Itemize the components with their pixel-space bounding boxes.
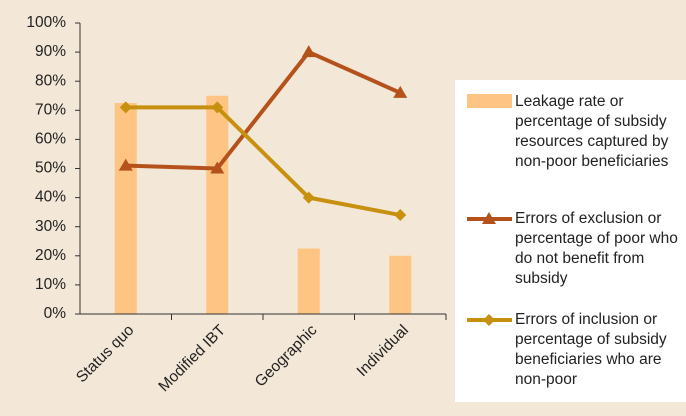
swatch-marker <box>482 212 496 224</box>
triangle-marker <box>301 45 316 58</box>
y-tick-label: 20% <box>35 247 66 264</box>
y-tick-label: 80% <box>35 72 66 89</box>
triangle-marker <box>393 85 408 98</box>
bar <box>389 255 412 314</box>
line <box>125 49 402 171</box>
y-tick-label: 0% <box>44 305 67 322</box>
legend-label: Errors of exclusion or percentage of poo… <box>515 210 678 287</box>
legend-swatch <box>467 94 512 108</box>
legend-swatch <box>467 314 512 326</box>
diamond-marker <box>394 209 407 222</box>
legend-entry: Errors of exclusion or percentage of poo… <box>467 209 682 289</box>
bar <box>114 103 137 315</box>
swatch-marker <box>483 314 495 326</box>
x-tick-label: Modified IBT <box>155 321 229 395</box>
y-tick-label: 40% <box>35 189 66 206</box>
legend-entry: Leakage rate or percentage of subsidy re… <box>467 92 682 172</box>
bar <box>206 95 229 314</box>
legend: Leakage rate or percentage of subsidy re… <box>455 80 686 402</box>
line <box>125 105 401 218</box>
y-tick-label: 70% <box>35 101 66 118</box>
legend-swatch <box>467 212 512 224</box>
y-tick-label: 50% <box>35 160 66 177</box>
x-tick-label: Status quo <box>73 322 137 386</box>
legend-label: Leakage rate or percentage of subsidy re… <box>515 93 669 170</box>
swatch-bar <box>467 94 512 108</box>
triangle-marker <box>210 161 225 174</box>
x-tick-label: Individual <box>354 322 412 380</box>
diamond-marker <box>119 101 132 114</box>
y-tick-label: 60% <box>35 130 66 147</box>
y-tick-label: 100% <box>26 14 66 31</box>
legend-entry: Errors of inclusion or percentage of sub… <box>467 310 682 390</box>
diamond-marker <box>211 101 224 114</box>
triangle-marker <box>118 158 133 171</box>
y-tick-label: 10% <box>35 276 66 293</box>
legend-label: Errors of inclusion or percentage of sub… <box>515 311 667 388</box>
y-tick-label: 90% <box>35 43 66 60</box>
diamond-marker <box>302 191 315 204</box>
y-tick-label: 30% <box>35 218 66 235</box>
bar <box>297 248 320 314</box>
x-tick-label: Geographic <box>252 322 321 391</box>
